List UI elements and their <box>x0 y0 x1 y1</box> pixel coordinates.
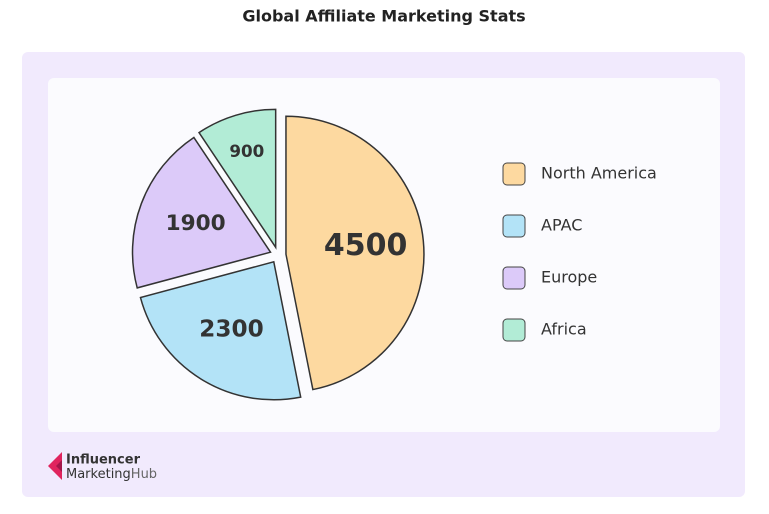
logo-text: Influencer <box>66 453 141 468</box>
logo-mark <box>56 460 62 472</box>
pie: 4500 2300 1900 900 <box>131 108 425 401</box>
legend-label: Africa <box>541 320 587 339</box>
legend-label: North America <box>541 164 657 183</box>
legend-swatch <box>502 214 526 238</box>
data-label: 2300 <box>199 316 263 342</box>
pie-slice <box>197 108 277 250</box>
logo-text: Hub <box>131 467 157 482</box>
pie-slice <box>139 260 302 401</box>
data-label: 900 <box>229 141 264 161</box>
legend-swatch <box>502 318 526 342</box>
logo-text: MarketingHub <box>66 467 157 482</box>
pie-slice <box>285 115 425 391</box>
chart-title: Global Affiliate Marketing Stats <box>242 7 525 26</box>
legend-label: Europe <box>541 268 597 287</box>
logo-mark <box>48 452 62 480</box>
legend: North America APAC Europe Africa <box>502 162 657 342</box>
legend-swatch <box>502 266 526 290</box>
data-label: 1900 <box>166 211 226 236</box>
data-label: 4500 <box>324 228 408 263</box>
legend-swatch <box>502 162 526 186</box>
logo-text: Marketing <box>66 467 131 482</box>
legend-label: APAC <box>541 216 582 235</box>
pie-slice <box>131 136 272 289</box>
logo: Influencer MarketingHub <box>48 452 157 482</box>
